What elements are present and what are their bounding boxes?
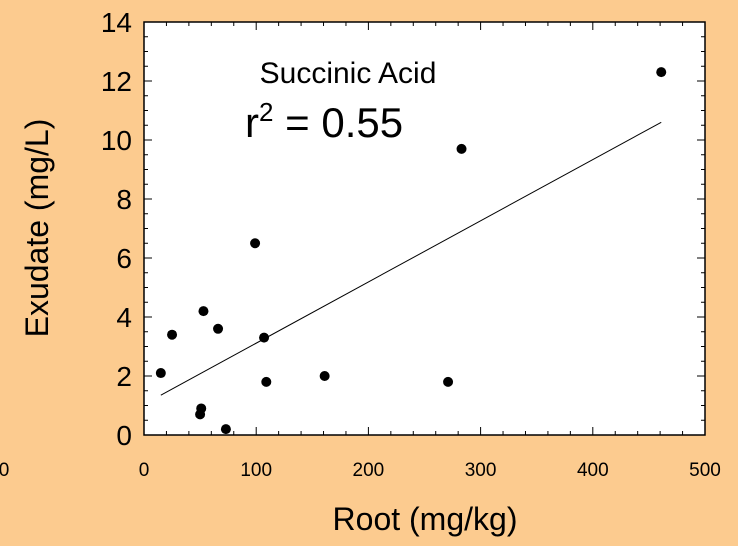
tick-labels: 0 100 200 300 400 500 0 2 4 6 8 10 12 14 <box>101 7 721 481</box>
plot-area <box>143 21 706 436</box>
y-tick-label: 6 <box>116 243 132 274</box>
data-point <box>443 376 454 387</box>
y-tick-label: 2 <box>116 361 132 392</box>
fit-line <box>160 121 662 396</box>
data-point <box>259 332 270 343</box>
x-tick-label: 0 <box>139 460 150 481</box>
data-point <box>261 376 272 387</box>
y-tick-label: 10 <box>101 125 132 156</box>
data-point <box>198 306 209 317</box>
data-point <box>656 67 667 78</box>
axis-ticks <box>143 21 706 436</box>
y-tick-label: 0 <box>116 420 132 451</box>
data-point <box>456 143 467 154</box>
y-tick-label: 12 <box>101 66 132 97</box>
x-tick-label: 200 <box>353 460 385 481</box>
data-point <box>220 424 231 435</box>
annotation-r-squared: r2 = 0.55 <box>245 97 403 146</box>
data-point <box>167 329 178 340</box>
outer-tick-label: 0 <box>0 460 9 481</box>
data-point <box>213 323 224 334</box>
x-axis-title: Root (mg/kg) <box>333 501 518 537</box>
x-tick-label: 400 <box>577 460 609 481</box>
y-tick-label: 8 <box>116 184 132 215</box>
y-tick-label: 4 <box>116 302 132 333</box>
y-axis-title: Exudate (mg/L) <box>19 119 55 338</box>
data-point <box>155 368 166 379</box>
x-tick-label: 300 <box>465 460 497 481</box>
data-point <box>319 371 330 381</box>
x-tick-label: 500 <box>689 460 721 481</box>
data-point <box>196 403 207 414</box>
regression-line <box>160 121 662 396</box>
annotation-title: Succinic Acid <box>260 57 437 90</box>
data-point <box>250 238 261 249</box>
data-points <box>155 67 667 435</box>
y-tick-label: 14 <box>101 7 132 38</box>
x-tick-label: 100 <box>240 460 272 481</box>
